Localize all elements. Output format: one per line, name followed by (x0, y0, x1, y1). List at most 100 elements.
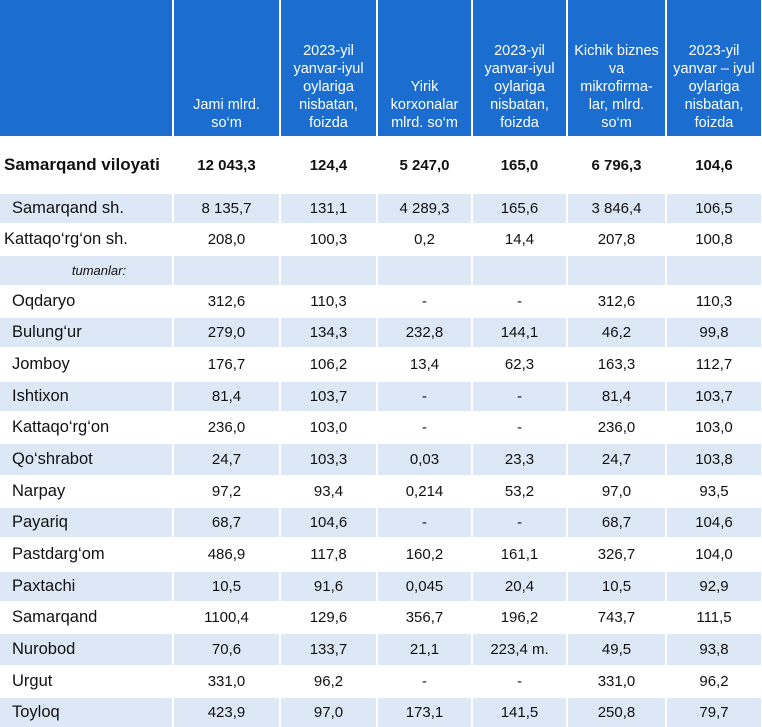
table-cell: 112,7 (666, 347, 762, 381)
table-row: Kattaqo‘rg‘on 236,0 103,0- -236,0 103,0 (0, 411, 762, 443)
header-cell-small-pct: 2023-yil yanvar – iyul oylariga nisbatan… (666, 0, 762, 137)
row-name: Toyloq (0, 696, 174, 727)
table-cell: 312,6 (173, 285, 281, 317)
table-cell: 141,5 (472, 696, 568, 727)
table-cell: 165,6 (472, 192, 568, 224)
table-cell: 236,0 (173, 411, 281, 443)
table-row: Payariq 68,7 104,6- -68,7 104,6 (0, 506, 762, 538)
table-row: Ishtixon 81,4 103,7- -81,4 103,7 (0, 380, 762, 412)
total-cell: 165,0 (472, 136, 568, 193)
table-cell: 236,0 (567, 411, 667, 443)
row-name: Qo‘shrabot (0, 442, 174, 476)
table-cell: 62,3 (472, 347, 568, 381)
table-cell: 0,2 (377, 223, 473, 255)
subheader-label: tumanlar: (0, 254, 174, 286)
table-cell: 103,0 (280, 411, 378, 443)
table-cell: 103,7 (280, 380, 378, 412)
table-cell: - (472, 411, 568, 443)
table-cell: 103,0 (666, 411, 762, 443)
empty-cell (472, 254, 568, 286)
table-cell: 0,03 (377, 442, 473, 476)
row-name: Jomboy (0, 347, 174, 381)
header-cell-small: Kichik biznes va mikrofirma-lar, mlrd. s… (567, 0, 667, 137)
row-name: Pastdarg‘om (0, 537, 174, 571)
header-cell-region (0, 0, 174, 137)
table-cell: 134,3 (280, 316, 378, 348)
table-cell: - (472, 285, 568, 317)
table-cell: 23,3 (472, 442, 568, 476)
table-row: Nurobod 70,6 133,7 21,1 223,4 m. 49,5 93,8 (0, 632, 762, 666)
table-cell: 208,0 (173, 223, 281, 255)
table-row: Pastdarg‘om 486,9 117,8 160,2 161,1 326,7 104,… (0, 537, 762, 571)
table-cell: - (472, 665, 568, 697)
empty-cell (173, 254, 281, 286)
table-cell: 46,2 (567, 316, 667, 348)
table-cell: 250,8 (567, 696, 667, 727)
table-cell: 133,7 (280, 632, 378, 666)
table-row: Jomboy 176,7 106,2 13,4 62,3 163,3 112,7 (0, 347, 762, 381)
header-row: Jami mlrd. so‘m 2023-yil yanvar-iyul oyl… (0, 0, 762, 137)
row-name: Paxtachi (0, 570, 174, 602)
table-cell: 93,4 (280, 475, 378, 507)
table-cell: 129,6 (280, 601, 378, 633)
table-cell: 110,3 (280, 285, 378, 317)
row-name: Ishtixon (0, 380, 174, 412)
table-cell: 486,9 (173, 537, 281, 571)
table-row: Urgut 331,0 96,2- -331,0 96,2 (0, 665, 762, 697)
table-cell: 103,8 (666, 442, 762, 476)
row-name: Urgut (0, 665, 174, 697)
table-cell: 99,8 (666, 316, 762, 348)
table-row: Narpay 97,2 93,4 0,214 53,2 97,0 93,5 (0, 475, 762, 507)
table-cell: 106,2 (280, 347, 378, 381)
table-row: Kattaqo‘rg‘on sh. 208,0 100,3 0,2 14,4 2… (0, 223, 762, 255)
table-cell: 743,7 (567, 601, 667, 633)
table-cell: 97,0 (567, 475, 667, 507)
table-cell: 81,4 (567, 380, 667, 412)
table-cell: 96,2 (666, 665, 762, 697)
table-cell: - (377, 506, 473, 538)
table-cell: 196,2 (472, 601, 568, 633)
total-cell: 6 796,3 (567, 136, 667, 193)
row-name: Samarqand (0, 601, 174, 633)
table-cell: 70,6 (173, 632, 281, 666)
table-cell: - (377, 665, 473, 697)
total-cell: 104,6 (666, 136, 762, 193)
table-cell: 68,7 (567, 506, 667, 538)
table-cell: 91,6 (280, 570, 378, 602)
table-cell: 93,8 (666, 632, 762, 666)
total-cell: 12 043,3 (173, 136, 281, 193)
table-cell: 24,7 (173, 442, 281, 476)
row-name: Oqdaryo (0, 285, 174, 317)
table-cell: 331,0 (567, 665, 667, 697)
total-name: Samarqand viloyati (0, 136, 174, 193)
table-cell: 93,5 (666, 475, 762, 507)
table-cell: 131,1 (280, 192, 378, 224)
table-cell: 4 289,3 (377, 192, 473, 224)
row-name: Bulung‘ur (0, 316, 174, 348)
row-name: Samarqand sh. (0, 192, 174, 224)
table-cell: 161,1 (472, 537, 568, 571)
table-cell: - (472, 380, 568, 412)
table-cell: 100,8 (666, 223, 762, 255)
table-cell: 104,6 (280, 506, 378, 538)
empty-cell (666, 254, 762, 286)
table-cell: 21,1 (377, 632, 473, 666)
table-cell: 110,3 (666, 285, 762, 317)
table-cell: 10,5 (567, 570, 667, 602)
table-cell: 20,4 (472, 570, 568, 602)
row-name: Nurobod (0, 632, 174, 666)
table-cell: 279,0 (173, 316, 281, 348)
table-cell: 160,2 (377, 537, 473, 571)
table-cell: 312,6 (567, 285, 667, 317)
table-cell: 103,7 (666, 380, 762, 412)
table-cell: 97,2 (173, 475, 281, 507)
table-cell: 13,4 (377, 347, 473, 381)
table-cell: - (377, 380, 473, 412)
table-row: Paxtachi 10,5 91,6 0,045 20,4 10,5 92,9 (0, 570, 762, 602)
table-cell: 8 135,7 (173, 192, 281, 224)
table-row: Samarqand 1100,4 129,6 356,7 196,2 743,7 111,5 (0, 601, 762, 633)
table-cell: 96,2 (280, 665, 378, 697)
table-cell: - (377, 285, 473, 317)
table-cell: 14,4 (472, 223, 568, 255)
